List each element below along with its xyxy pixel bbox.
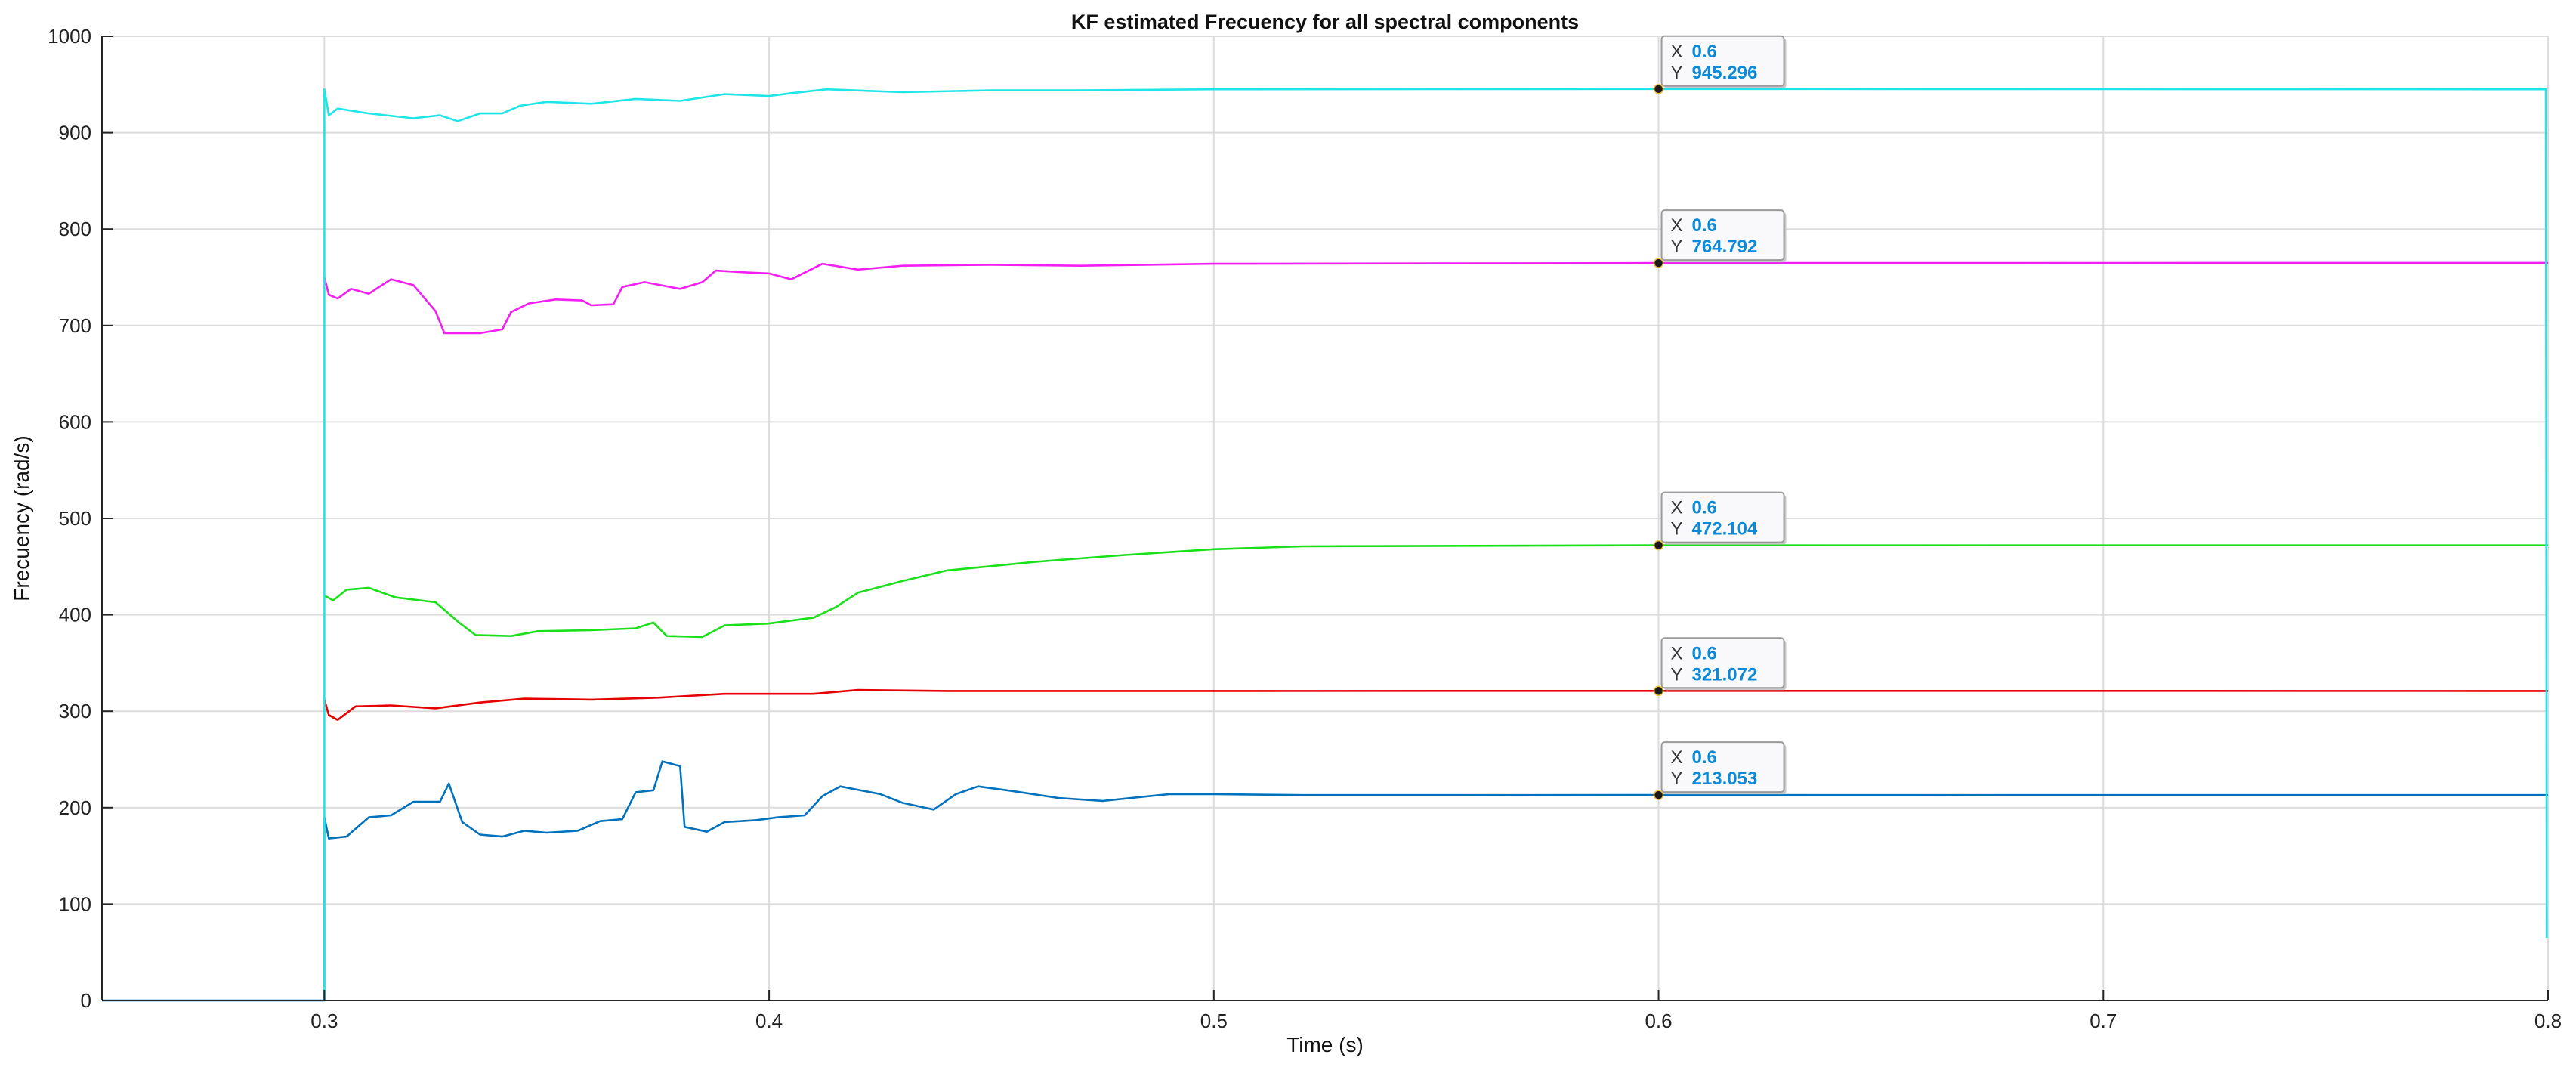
datatip-x-key: X [1671, 42, 1683, 62]
x-tick-label-0: 0.3 [310, 1010, 338, 1032]
y-tick-label-0: 0 [81, 989, 91, 1012]
datatip-box [1660, 209, 1785, 261]
y-tick-label-6: 600 [59, 410, 91, 433]
datatip-box [1660, 741, 1785, 793]
datatip-x-key: X [1671, 747, 1683, 768]
y-tick-label-4: 400 [59, 604, 91, 626]
datatip-y-key: Y [1671, 237, 1683, 257]
datatip-2[interactable]: X 0.6 Y 472.104 [1653, 491, 1787, 551]
series-line-1 [323, 688, 2549, 721]
datatip-box [1660, 35, 1785, 87]
x-axis-label: Time (s) [1286, 1033, 1364, 1056]
y-tick-label-3: 300 [59, 700, 91, 722]
datatip-x-value: 0.6 [1692, 215, 1717, 236]
datatip-x-key: X [1671, 498, 1683, 518]
chart-title: KF estimated Frecuency for all spectral … [1071, 11, 1579, 33]
x-tick-label-3: 0.6 [1645, 1010, 1672, 1032]
y-tick-label-2: 200 [59, 796, 91, 819]
x-tick-label-2: 0.5 [1200, 1010, 1228, 1032]
x-tick-label-4: 0.7 [2090, 1010, 2117, 1032]
datatip-y-key: Y [1671, 519, 1683, 540]
datatip-marker[interactable] [1653, 685, 1664, 697]
datatip-x-value: 0.6 [1692, 498, 1717, 518]
datatip-x-value: 0.6 [1692, 42, 1717, 62]
datatip-marker[interactable] [1653, 790, 1664, 800]
datatip-0[interactable]: X 0.6 Y 945.296 [1653, 35, 1787, 94]
datatip-y-key: Y [1671, 664, 1683, 685]
datatip-x-key: X [1671, 215, 1683, 236]
datatip-4[interactable]: X 0.6 Y 213.053 [1653, 741, 1787, 800]
datatip-3[interactable]: X 0.6 Y 321.072 [1653, 637, 1787, 697]
datatip-y-key: Y [1671, 768, 1683, 789]
datatip-box [1660, 637, 1785, 689]
y-tick-label-9: 900 [59, 122, 91, 144]
ticks: 0.3 0.4 0.5 0.6 0.7 0.8 0 100 200 300 400 500 600 700… [48, 25, 2562, 1032]
y-tick-label-5: 500 [59, 507, 91, 530]
datatip-y-key: Y [1671, 63, 1683, 83]
datatip-y-value: 213.053 [1692, 768, 1758, 789]
series-line-3 [323, 261, 2549, 335]
series-line-2 [323, 544, 2549, 639]
datatip-y-value: 321.072 [1692, 664, 1758, 685]
y-tick-label-7: 700 [59, 314, 91, 337]
datatip-y-value: 764.792 [1692, 237, 1758, 257]
datatips: X 0.6 Y 945.296 X 0.6 Y 764.792 X 0.6 Y 472.104 X 0.6… [1653, 35, 1787, 800]
datatip-1[interactable]: X 0.6 Y 764.792 [1653, 209, 1787, 268]
datatip-y-value: 945.296 [1692, 63, 1758, 83]
x-tick-label-1: 0.4 [755, 1010, 783, 1032]
datatip-x-value: 0.6 [1692, 747, 1717, 768]
y-axis-label: Frecuency (rad/s) [10, 435, 33, 601]
datatip-marker[interactable] [1653, 84, 1664, 94]
datatip-x-key: X [1671, 643, 1683, 663]
y-tick-label-8: 800 [59, 218, 91, 240]
y-tick-label-1: 100 [59, 892, 91, 915]
x-tick-label-5: 0.8 [2534, 1010, 2562, 1032]
datatip-marker[interactable] [1653, 540, 1664, 551]
datatip-y-value: 472.104 [1692, 519, 1758, 540]
y-tick-label-10: 1000 [48, 25, 91, 48]
datatip-marker[interactable] [1653, 258, 1664, 268]
series-layer [102, 88, 2549, 1002]
datatip-x-value: 0.6 [1692, 643, 1717, 663]
series-line-4 [323, 88, 2548, 1000]
datatip-box [1660, 491, 1785, 543]
series-line-0 [102, 760, 2549, 1002]
